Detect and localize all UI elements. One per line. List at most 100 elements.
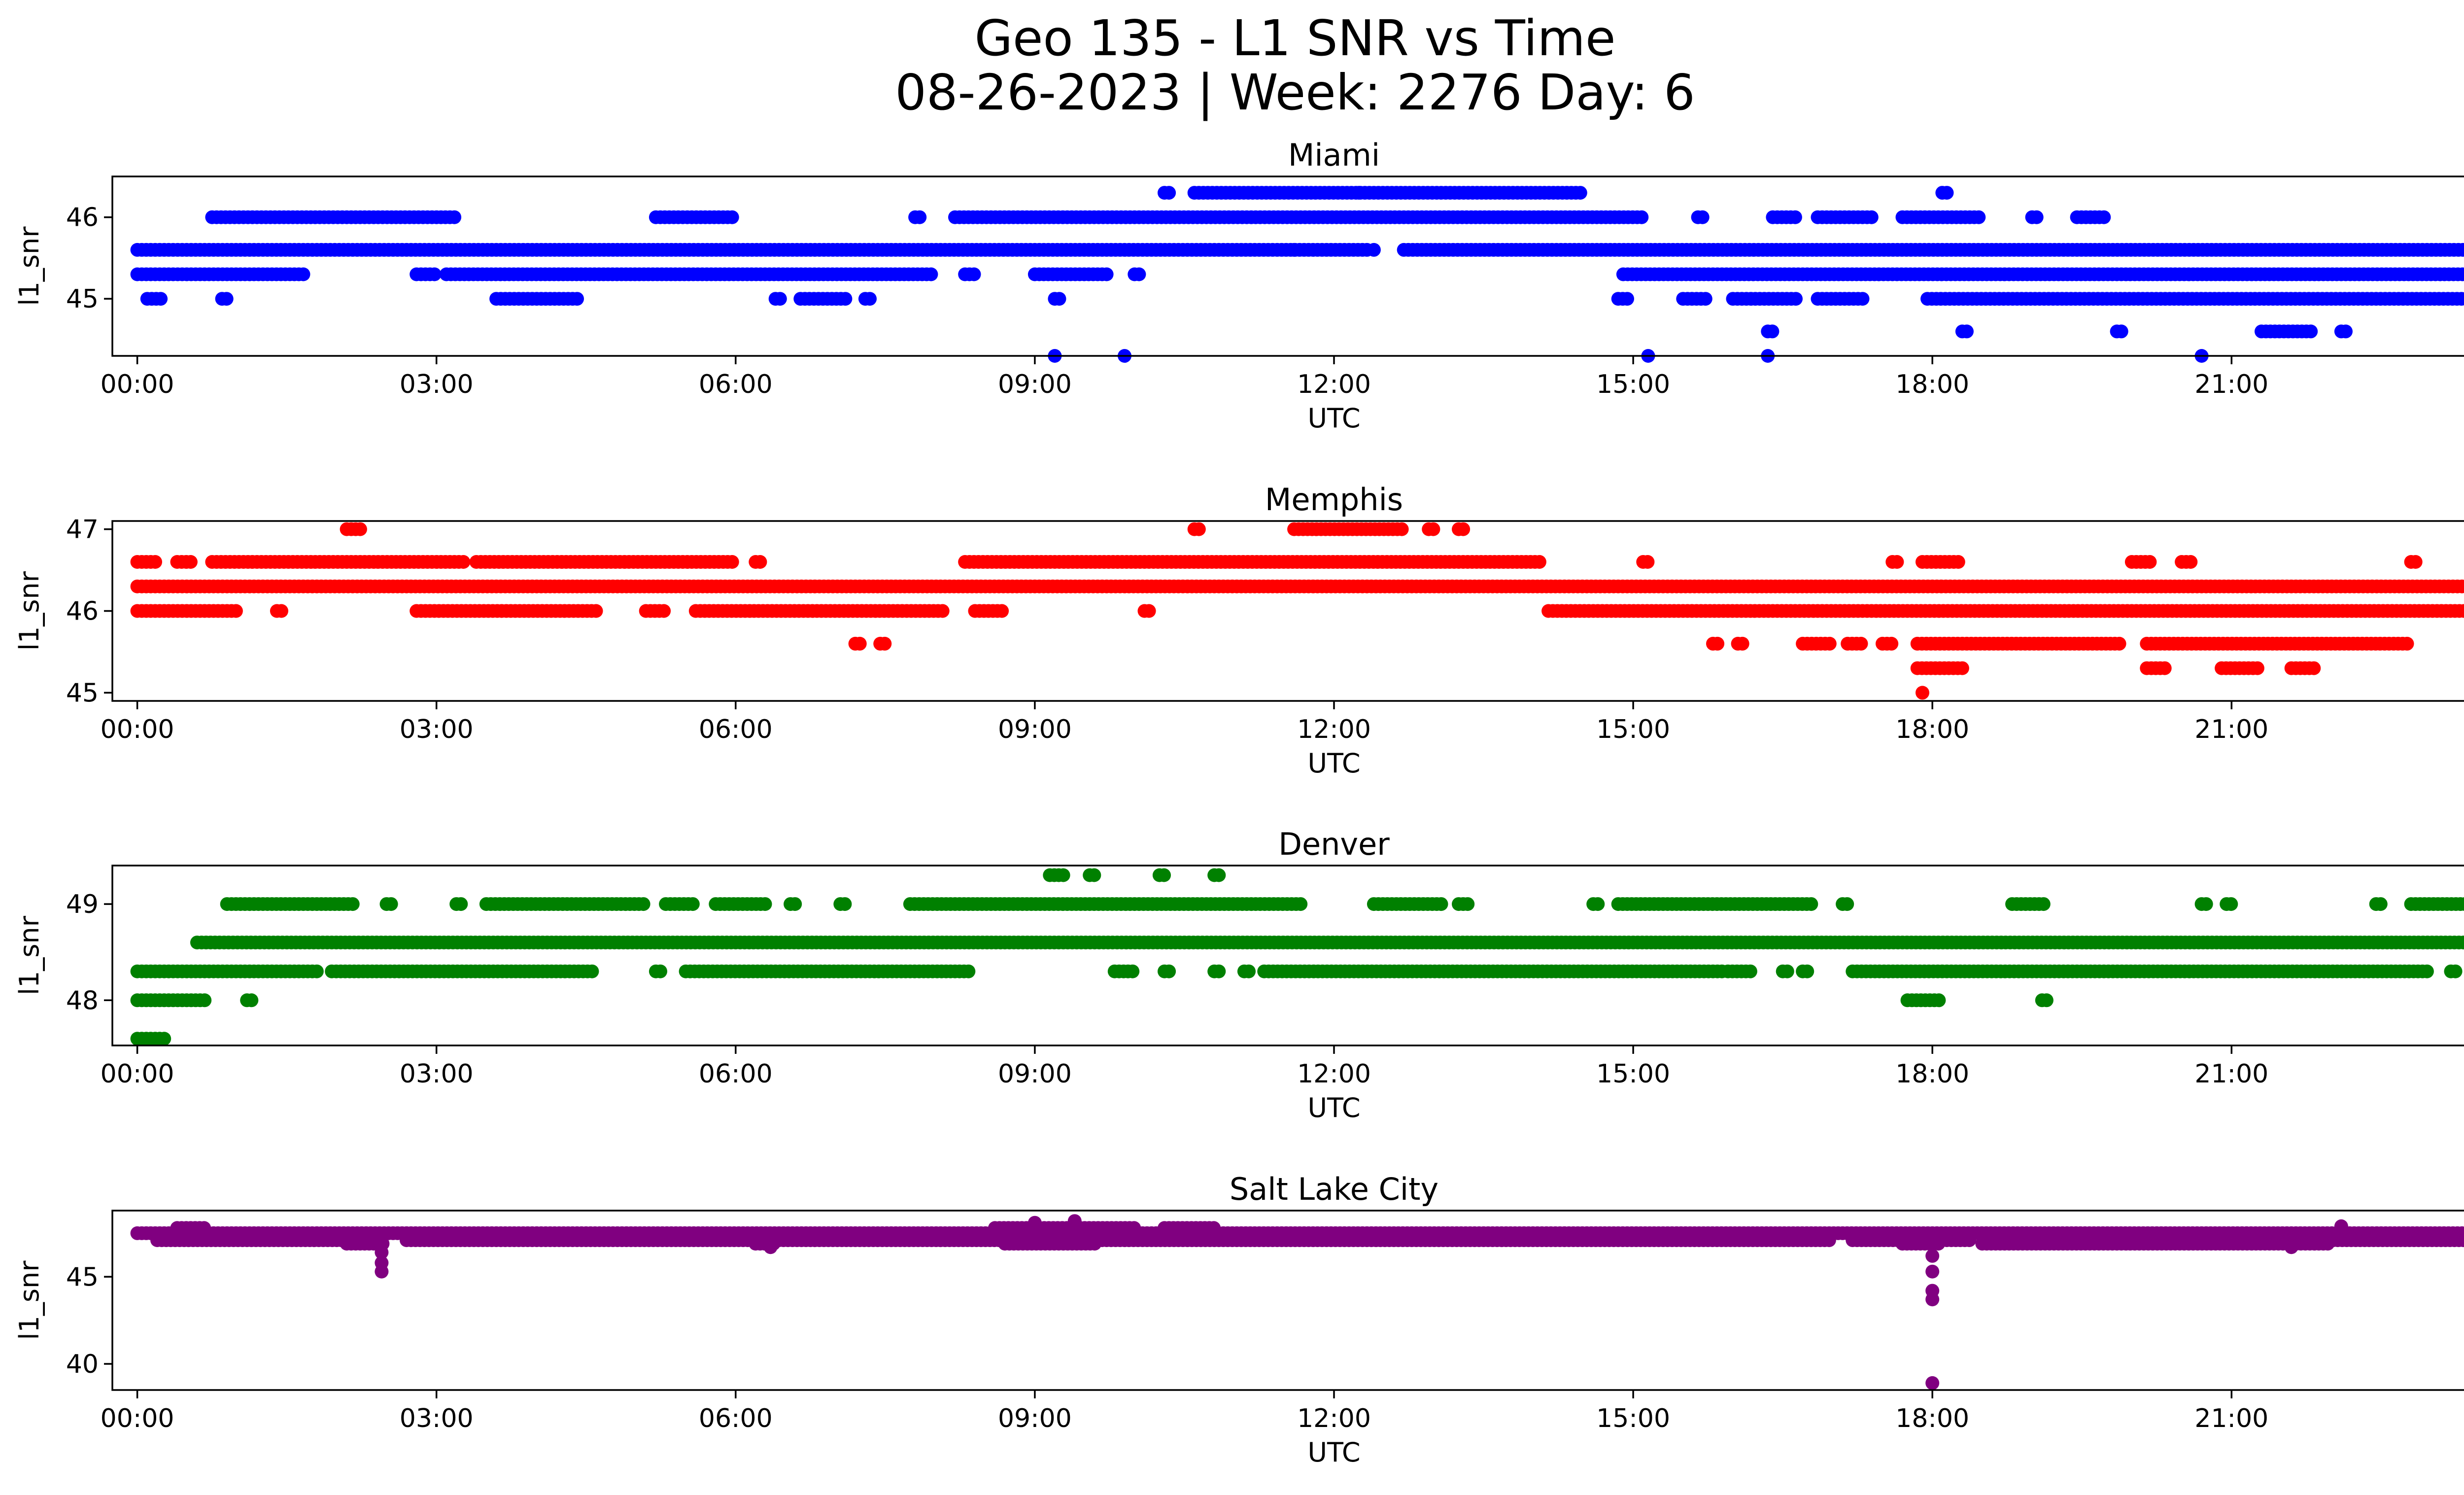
memphis-y-axis-label: l1_snr bbox=[14, 571, 45, 651]
data-point bbox=[636, 897, 650, 911]
data-point bbox=[2304, 324, 2318, 339]
data-point bbox=[1242, 964, 1256, 978]
data-point bbox=[274, 604, 288, 618]
data-point bbox=[657, 604, 671, 618]
data-point bbox=[1641, 555, 1655, 569]
x-tick-label: 21:00 bbox=[2194, 715, 2268, 744]
y-tick-label: 47 bbox=[66, 515, 99, 545]
data-point bbox=[1573, 186, 1587, 200]
data-point bbox=[1294, 897, 1308, 911]
data-point bbox=[1132, 267, 1146, 281]
data-point bbox=[427, 267, 442, 281]
data-point bbox=[1932, 993, 1946, 1008]
x-tick-label: 18:00 bbox=[1895, 1059, 1969, 1089]
x-tick-label: 15:00 bbox=[1596, 1059, 1670, 1089]
data-point bbox=[2459, 292, 2464, 306]
data-point bbox=[863, 292, 877, 306]
miami-x-axis-label: UTC bbox=[1307, 403, 1360, 434]
data-point bbox=[1695, 210, 1710, 224]
data-point bbox=[1367, 243, 1381, 257]
data-point bbox=[2460, 268, 2464, 281]
memphis-points bbox=[130, 522, 2464, 700]
data-point bbox=[447, 210, 462, 224]
data-point bbox=[1591, 897, 1605, 911]
data-point bbox=[2463, 900, 2464, 908]
figure-title-line-1: Geo 135 - L1 SNR vs Time bbox=[975, 9, 1616, 67]
data-point bbox=[773, 292, 787, 306]
data-point bbox=[2408, 555, 2423, 569]
data-point bbox=[2461, 937, 2464, 948]
data-point bbox=[913, 210, 927, 224]
data-point bbox=[1951, 555, 1965, 569]
data-point bbox=[2184, 555, 2198, 569]
data-point bbox=[878, 636, 892, 651]
x-tick-label: 21:00 bbox=[2194, 370, 2268, 399]
x-tick-label: 09:00 bbox=[998, 715, 1072, 744]
data-point bbox=[2307, 661, 2321, 675]
data-point bbox=[838, 292, 853, 306]
data-point bbox=[1854, 636, 1868, 651]
data-point bbox=[1052, 292, 1066, 306]
data-point bbox=[1822, 636, 1837, 651]
denver-y-axis-label: l1_snr bbox=[14, 915, 45, 995]
data-point bbox=[2224, 897, 2238, 911]
data-point bbox=[1126, 964, 1140, 978]
data-point bbox=[1434, 897, 1448, 911]
miami-y-axis-label: l1_snr bbox=[14, 226, 45, 306]
data-point bbox=[753, 555, 767, 569]
data-point bbox=[725, 210, 739, 224]
data-point bbox=[1955, 661, 1969, 675]
x-tick-label: 18:00 bbox=[1895, 370, 1969, 399]
data-point bbox=[1788, 210, 1802, 224]
miami-title: Miami bbox=[1288, 137, 1380, 173]
data-point bbox=[1087, 868, 1101, 882]
data-point bbox=[1461, 897, 1475, 911]
data-point bbox=[2039, 993, 2053, 1008]
miami-x-axis: 00:00 03:00 06:00 09:00 12:00 15:00 18:00 21:00… bbox=[101, 356, 2268, 434]
data-point bbox=[2199, 897, 2213, 911]
data-point bbox=[1855, 292, 1870, 306]
data-point bbox=[1456, 522, 1471, 536]
data-point bbox=[2114, 324, 2128, 339]
data-point bbox=[1352, 186, 1366, 200]
data-point bbox=[154, 292, 168, 306]
data-point bbox=[2143, 555, 2157, 569]
data-point bbox=[788, 897, 802, 911]
data-point bbox=[1800, 964, 1814, 978]
x-tick-label: 06:00 bbox=[699, 1059, 773, 1089]
y-tick-label: 46 bbox=[66, 597, 99, 626]
y-tick-label: 46 bbox=[66, 203, 99, 233]
salt-lake-city-title: Salt Lake City bbox=[1230, 1171, 1438, 1207]
y-tick-label: 45 bbox=[66, 678, 99, 708]
y-tick-label: 49 bbox=[66, 890, 99, 919]
data-point bbox=[2448, 964, 2463, 978]
data-point bbox=[570, 292, 584, 306]
data-point bbox=[2157, 661, 2172, 675]
data-point bbox=[157, 1032, 171, 1046]
data-point bbox=[653, 964, 667, 978]
x-tick-label: 12:00 bbox=[1297, 1059, 1371, 1089]
data-point bbox=[1162, 964, 1176, 978]
data-point bbox=[2097, 210, 2111, 224]
data-point bbox=[345, 897, 360, 911]
data-point bbox=[2460, 243, 2464, 256]
data-point bbox=[2458, 897, 2464, 911]
x-tick-label: 12:00 bbox=[1297, 715, 1371, 744]
data-point bbox=[1780, 964, 1794, 978]
data-point bbox=[198, 993, 212, 1008]
data-point bbox=[229, 604, 243, 618]
data-point bbox=[1890, 555, 1904, 569]
data-point bbox=[2250, 661, 2264, 675]
memphis-x-axis-label: UTC bbox=[1307, 748, 1360, 779]
data-point bbox=[1765, 324, 1780, 339]
x-tick-label: 06:00 bbox=[699, 715, 773, 744]
data-point bbox=[148, 555, 162, 569]
data-point bbox=[1212, 868, 1226, 882]
data-point bbox=[384, 897, 398, 911]
data-point bbox=[924, 267, 938, 281]
data-point bbox=[2339, 324, 2353, 339]
